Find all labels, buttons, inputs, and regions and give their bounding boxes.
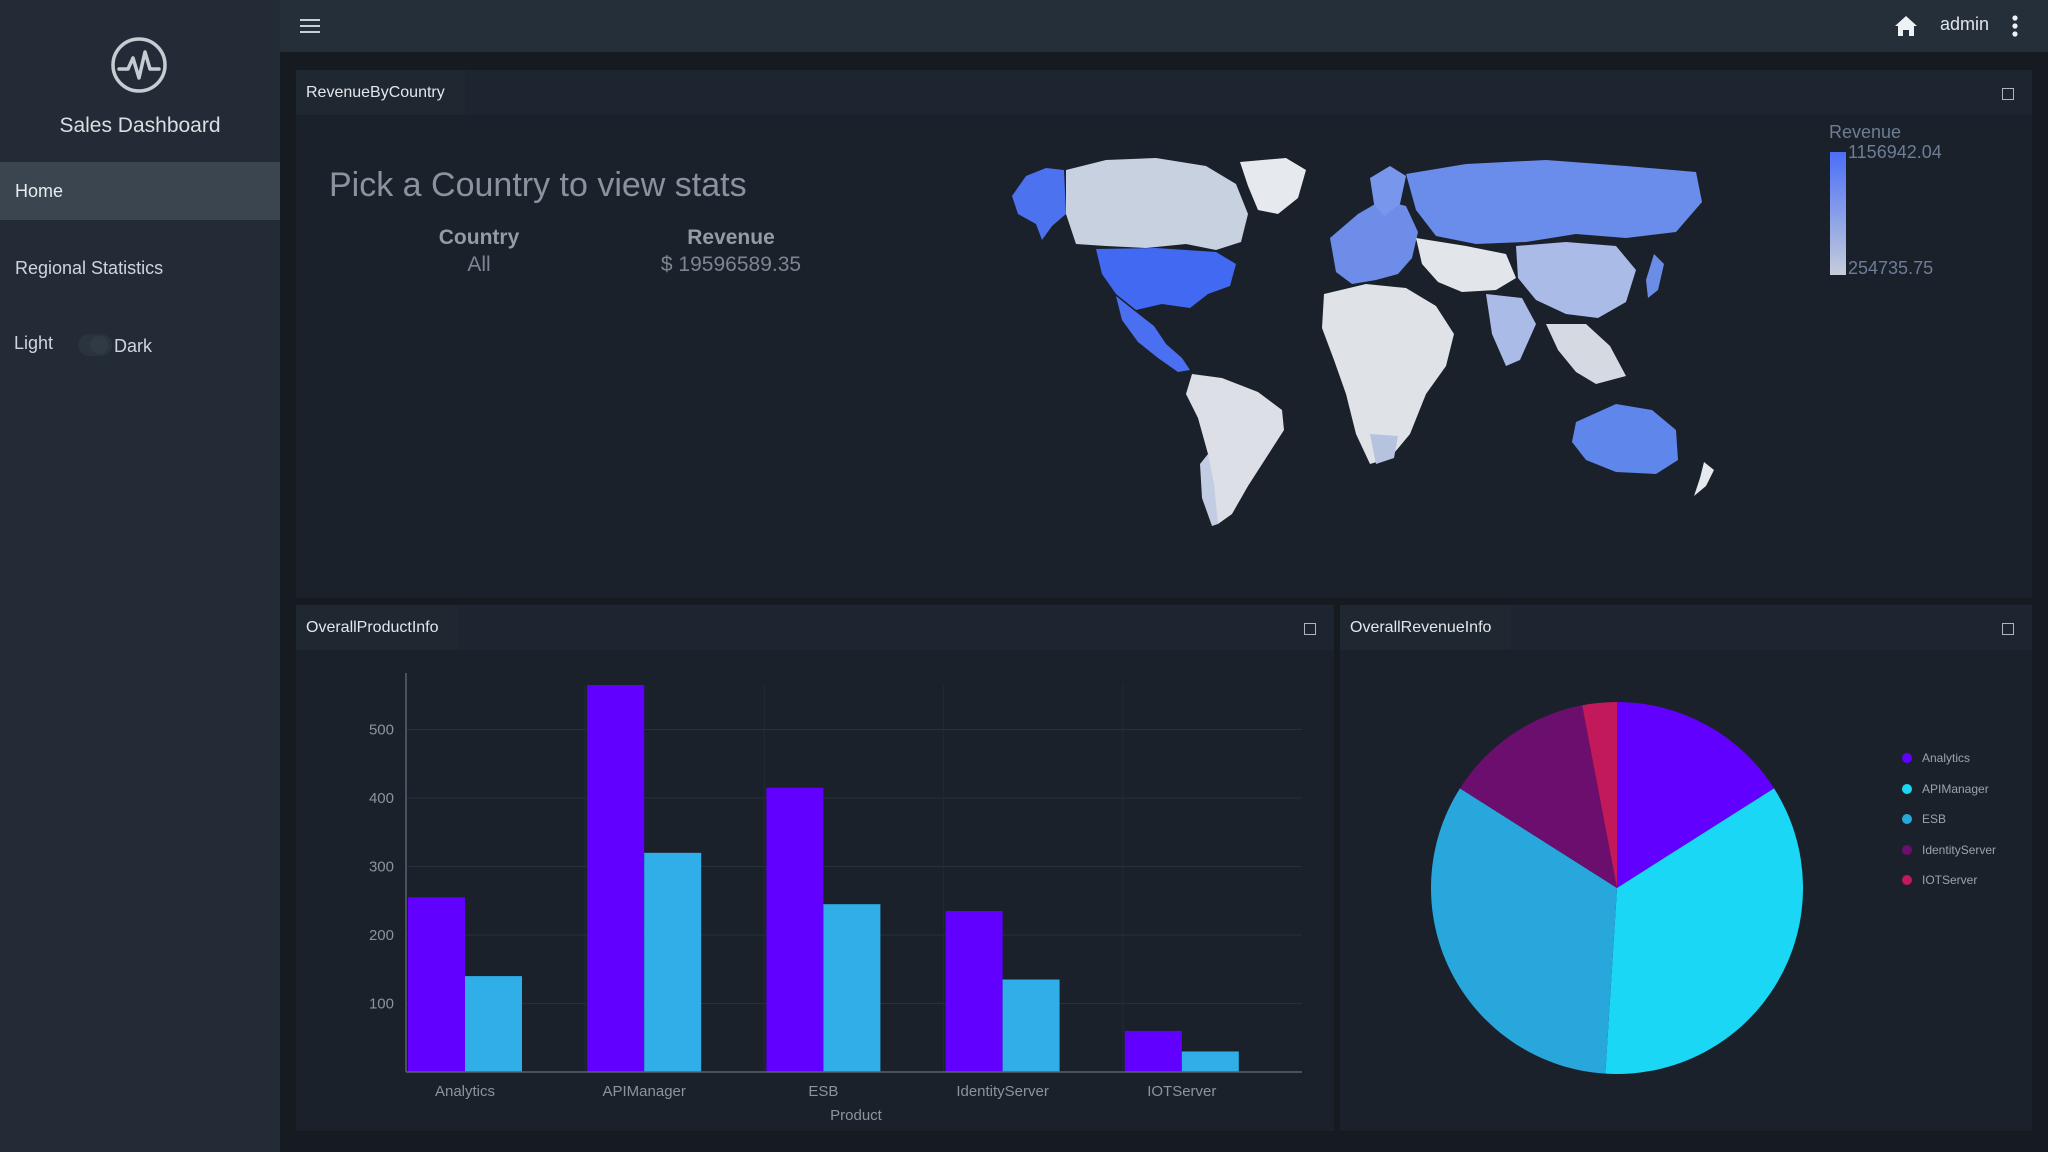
bar-ESB-s1 xyxy=(766,787,824,1072)
pie-slice-apimanager xyxy=(1605,788,1803,1074)
world-map[interactable] xyxy=(986,114,1726,534)
bar-Analytics-s2 xyxy=(465,976,522,1072)
map-legend-min: 254735.75 xyxy=(1848,258,1934,278)
legend-label: APIManager xyxy=(1922,781,1989,796)
country-prompt: Pick a Country to view stats xyxy=(329,166,747,204)
map-region-new-zealand xyxy=(1694,462,1714,496)
bar-APIManager-s2 xyxy=(644,852,702,1072)
pie-legend-item-apimanager[interactable]: APIManager xyxy=(1902,780,1989,798)
pie-slice-analytics xyxy=(1617,702,1775,888)
bar-IdentityServer-s1 xyxy=(945,911,1003,1072)
x-tick-label: APIManager xyxy=(603,1083,686,1100)
bar-ESB-s2 xyxy=(823,904,881,1072)
country-label: Country xyxy=(438,226,520,249)
user-menu-name[interactable]: admin xyxy=(1940,14,1990,34)
map-region-china xyxy=(1516,242,1636,318)
theme-toggle-switch[interactable] xyxy=(78,334,112,356)
map-region-greenland xyxy=(1240,158,1306,214)
pie-slice-identityserver xyxy=(1459,705,1617,888)
pie-slice-iotserver xyxy=(1582,702,1617,888)
sidebar-item-regional-statistics[interactable]: Regional Statistics xyxy=(15,258,164,278)
bar-IOTServer-s2 xyxy=(1181,1051,1239,1072)
map-legend-gradient xyxy=(1830,152,1846,275)
maximize-icon[interactable] xyxy=(2002,88,2014,100)
legend-dot xyxy=(1902,875,1912,885)
bar-APIManager-s1 xyxy=(587,685,645,1072)
overall-revenue-info-widget: OverallRevenueInfo Analytics APIManager ES… xyxy=(1340,605,2032,1131)
pie-legend-item-iotserver[interactable]: IOTServer xyxy=(1902,871,1977,889)
map-region-chile xyxy=(1200,454,1218,526)
x-tick-label: Analytics xyxy=(435,1083,495,1100)
bar-Analytics-s1 xyxy=(408,897,465,1072)
map-region-canada xyxy=(1066,158,1248,250)
legend-dot xyxy=(1902,814,1912,824)
map-legend-title: Revenue xyxy=(1829,122,1902,142)
widget-tab-overall-revenue-info[interactable]: OverallRevenueInfo xyxy=(1340,605,1512,650)
overall-product-info-widget: OverallProductInfo 100 200 300 400 500 Analyt… xyxy=(296,605,1334,1131)
map-region-usa xyxy=(1096,248,1236,310)
pie-legend-item-esb[interactable]: ESB xyxy=(1902,810,1946,828)
maximize-icon[interactable] xyxy=(1304,623,1316,635)
map-region-india xyxy=(1486,294,1536,366)
x-tick-label: ESB xyxy=(808,1083,838,1100)
map-region-australia xyxy=(1572,404,1678,474)
home-icon[interactable] xyxy=(1892,12,1920,40)
x-tick-label: IOTServer xyxy=(1147,1083,1216,1100)
legend-label: ESB xyxy=(1922,812,1947,826)
widget-header: OverallRevenueInfo xyxy=(1340,605,2032,650)
widget-header: OverallProductInfo xyxy=(296,605,1334,650)
map-region-russia xyxy=(1406,160,1702,244)
map-region-japan xyxy=(1646,254,1664,298)
revenue-by-country-widget: RevenueByCountry Pick a Country to view … xyxy=(296,70,2032,598)
widget-tab-overall-product-info[interactable]: OverallProductInfo xyxy=(296,605,459,650)
theme-toggle-row: Light Dark xyxy=(14,328,264,364)
theme-light-label: Light xyxy=(14,333,54,353)
sidebar: Sales Dashboard Home Regional Statistics… xyxy=(0,0,280,1152)
kebab-menu-icon[interactable] xyxy=(2003,12,2027,40)
map-legend-max: 1156942.04 xyxy=(1848,142,1942,162)
map-region-south-america xyxy=(1186,374,1284,524)
legend-label: IOTServer xyxy=(1922,873,1978,887)
y-tick-label: 300 xyxy=(369,859,394,876)
revenue-pie-chart xyxy=(1431,702,1803,1074)
y-tick-label: 200 xyxy=(369,927,394,944)
product-bar-chart: 100 200 300 400 500 Analytics APIManager ESB Ide… xyxy=(369,673,1302,1124)
y-tick-label: 500 xyxy=(369,722,394,739)
legend-label: IdentityServer xyxy=(1922,842,1997,857)
y-tick-label: 400 xyxy=(369,790,394,807)
hamburger-menu-icon[interactable] xyxy=(298,14,322,38)
map-region-mexico xyxy=(1116,296,1190,372)
maximize-icon[interactable] xyxy=(2002,623,2014,635)
x-axis-label: Product xyxy=(830,1107,883,1124)
map-region-central-asia xyxy=(1416,238,1516,292)
sidebar-item-home[interactable]: Home xyxy=(0,162,280,220)
widget-tab-revenue-by-country[interactable]: RevenueByCountry xyxy=(296,70,465,115)
x-tick-label: IdentityServer xyxy=(956,1083,1049,1100)
map-region-europe xyxy=(1330,200,1418,284)
revenue-value: $ 19596589.35 xyxy=(660,253,802,276)
map-region-alaska xyxy=(1012,168,1066,240)
pie-legend-item-identityserver[interactable]: IdentityServer xyxy=(1902,841,1996,859)
revenue-label: Revenue xyxy=(687,226,775,249)
legend-dot xyxy=(1902,844,1912,855)
map-region-southeast-asia xyxy=(1546,324,1626,384)
pie-legend-item-analytics[interactable]: Analytics xyxy=(1902,749,1970,767)
pie-slice-esb xyxy=(1431,788,1617,1074)
activity-pulse-icon xyxy=(111,37,167,93)
map-region-africa xyxy=(1322,284,1454,464)
bar-IdentityServer-s2 xyxy=(1002,979,1060,1072)
map-region-scandinavia xyxy=(1370,166,1406,216)
legend-dot xyxy=(1902,753,1912,763)
legend-dot xyxy=(1902,783,1912,794)
widget-header: RevenueByCountry xyxy=(296,70,2032,115)
theme-toggle-knob xyxy=(90,336,108,354)
y-tick-label: 100 xyxy=(369,996,394,1013)
legend-label: Analytics xyxy=(1922,751,1971,765)
top-bar xyxy=(280,0,2048,52)
app-title: Sales Dashboard xyxy=(59,114,221,137)
map-region-south-africa xyxy=(1370,434,1398,464)
country-value: All xyxy=(467,253,491,276)
theme-dark-label: Dark xyxy=(114,336,153,356)
bar-IOTServer-s1 xyxy=(1124,1030,1182,1072)
